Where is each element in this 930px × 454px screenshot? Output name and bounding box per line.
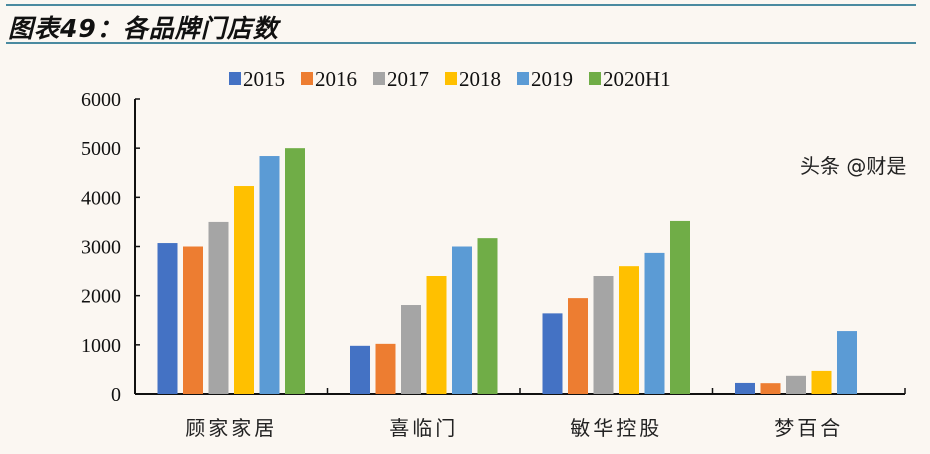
y-tick-label: 6000: [81, 89, 121, 111]
x-tick-label: 喜临门: [389, 416, 458, 440]
bar-2019-1: [452, 246, 472, 394]
bar-2020H1-1: [477, 238, 498, 394]
legend-label-2015: 2015: [243, 67, 285, 91]
y-tick-label: 4000: [81, 187, 121, 209]
legend-label-2017: 2017: [387, 67, 429, 91]
bar-2018-3: [811, 370, 832, 394]
legend-label-2019: 2019: [531, 67, 573, 91]
x-tick-label: 敏华控股: [570, 416, 662, 440]
legend-swatch-2017: [373, 72, 385, 85]
bar-2018-0: [234, 186, 254, 394]
x-tick-label: 梦百合: [774, 416, 843, 440]
bar-2018-2: [619, 266, 639, 394]
bar-2019-3: [837, 331, 857, 394]
y-tick-label: 3000: [81, 237, 121, 259]
bar-2016-0: [183, 246, 203, 394]
bar-2016-2: [568, 298, 588, 394]
bar-2015-1: [350, 345, 370, 394]
legend-swatch-2016: [301, 72, 313, 85]
legend-swatch-2015: [229, 72, 241, 85]
legend-label-2020H1: 2020H1: [603, 67, 671, 91]
x-tick-label: 顾家家居: [185, 416, 277, 440]
y-tick-label: 1000: [81, 335, 121, 357]
title-rule: [6, 42, 916, 44]
legend-swatch-2018: [445, 72, 457, 85]
bar-2017-1: [401, 305, 421, 394]
bar-2019-2: [644, 252, 665, 394]
y-tick-label: 2000: [81, 286, 121, 308]
bar-2017-0: [208, 221, 229, 394]
bar-2017-3: [786, 375, 806, 394]
legend-label-2016: 2016: [315, 67, 357, 91]
bar-2015-0: [157, 243, 178, 394]
legend-swatch-2020H1: [589, 72, 601, 85]
bar-2015-3: [735, 382, 755, 394]
bar-2019-0: [259, 156, 280, 394]
bar-2018-1: [426, 276, 447, 394]
legend-swatch-2019: [517, 72, 529, 85]
y-tick-label: 0: [111, 384, 121, 406]
bar-2017-2: [593, 276, 614, 394]
bar-2020H1-2: [670, 220, 690, 394]
bar-2020H1-0: [285, 148, 305, 394]
legend-label-2018: 2018: [459, 67, 501, 91]
bar-2016-3: [760, 383, 781, 394]
watermark: 头条 @财是: [800, 154, 907, 178]
bar-2016-1: [375, 343, 396, 394]
bar-2015-2: [542, 313, 563, 394]
chart-title: 图表49：各品牌门店数: [8, 14, 279, 43]
top-rule: [6, 4, 916, 6]
y-tick-label: 5000: [81, 138, 121, 160]
